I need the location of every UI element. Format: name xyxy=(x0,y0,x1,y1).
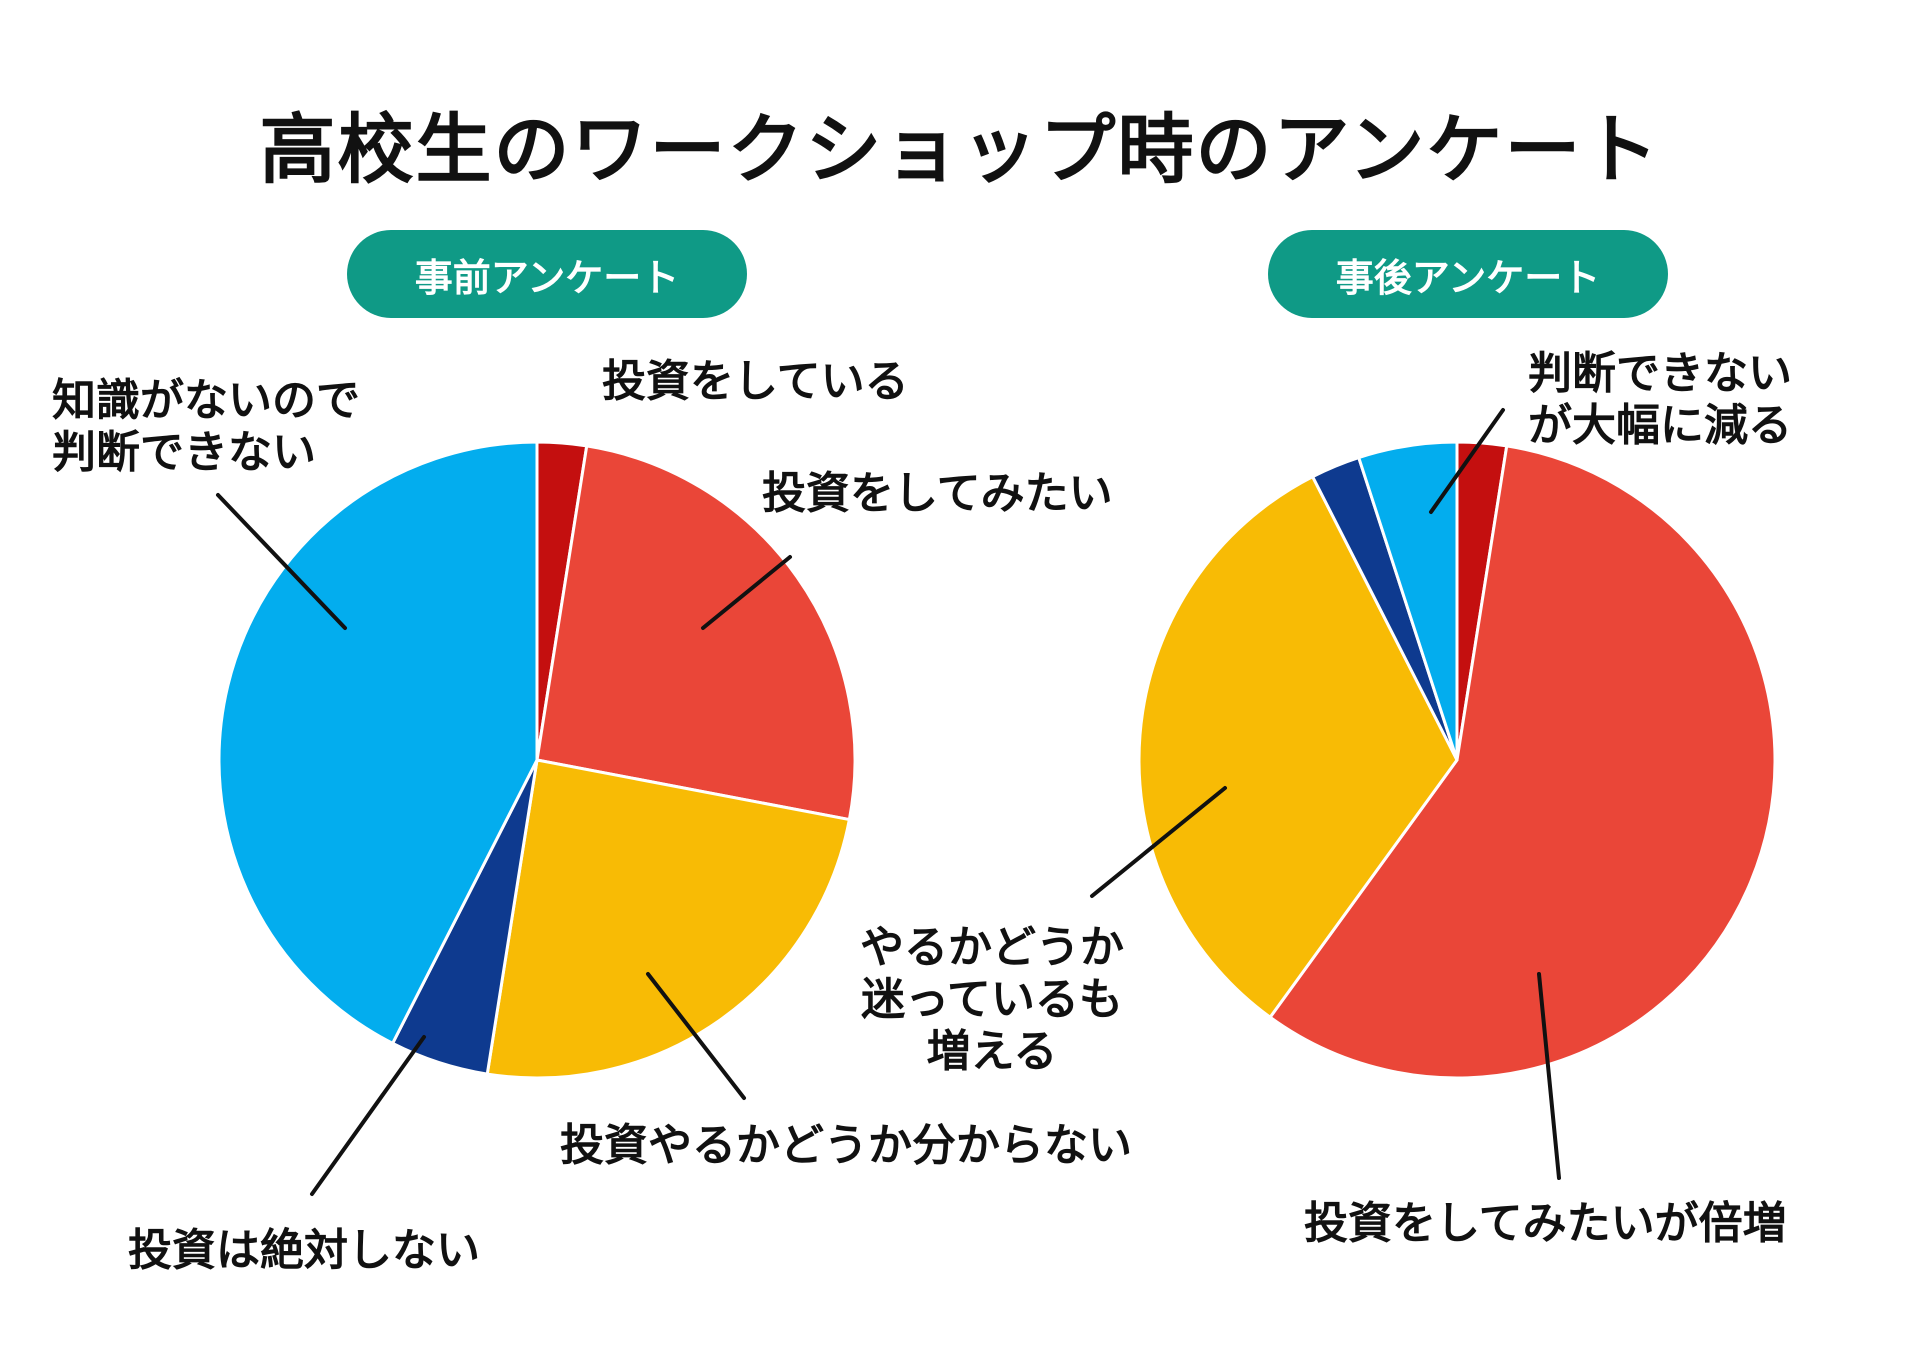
leader-lines xyxy=(216,408,1561,1196)
leader-line-want-to-invest xyxy=(701,555,792,630)
pie-before-slice-2 xyxy=(535,444,857,822)
label-unsure-increased: やるかどうか 迷っているも 増える xyxy=(860,922,1124,1077)
pie-after-slice-2 xyxy=(1268,444,1777,1080)
pie-before-slice-3 xyxy=(485,758,851,1080)
label-want-to-invest: 投資をしてみたい xyxy=(762,468,1113,519)
label-cannot-judge: 知識がないので 判断できない xyxy=(52,375,360,478)
pie-chart-before xyxy=(217,440,857,1080)
pie-before-slice-5 xyxy=(217,440,539,1045)
label-cannot-judge-reduced: 判断できない が大幅に減る xyxy=(1528,348,1792,451)
label-investing: 投資をしている xyxy=(602,356,909,407)
page-title: 高校生のワークショップ時のアンケート xyxy=(259,105,1661,194)
pie-chart-after xyxy=(1137,440,1777,1080)
leader-line-want-doubled xyxy=(1537,972,1561,1180)
label-never: 投資は絶対しない xyxy=(128,1225,480,1276)
leader-line-unsure-increased xyxy=(1090,786,1227,898)
label-want-doubled: 投資をしてみたいが倍増 xyxy=(1304,1198,1787,1249)
leader-line-cannot-judge-reduced xyxy=(1429,408,1505,514)
leader-line-unsure xyxy=(646,972,746,1100)
pie-after-slice-5 xyxy=(1357,440,1459,762)
leader-line-never xyxy=(310,1035,426,1196)
label-unsure: 投資やるかどうか分からない xyxy=(560,1120,1132,1171)
badge-before-survey: 事前アンケート xyxy=(347,230,747,318)
badge-after-survey: 事後アンケート xyxy=(1268,230,1668,318)
leader-line-cannot-judge xyxy=(216,493,347,630)
pie-after-slice-3 xyxy=(1137,475,1459,1019)
